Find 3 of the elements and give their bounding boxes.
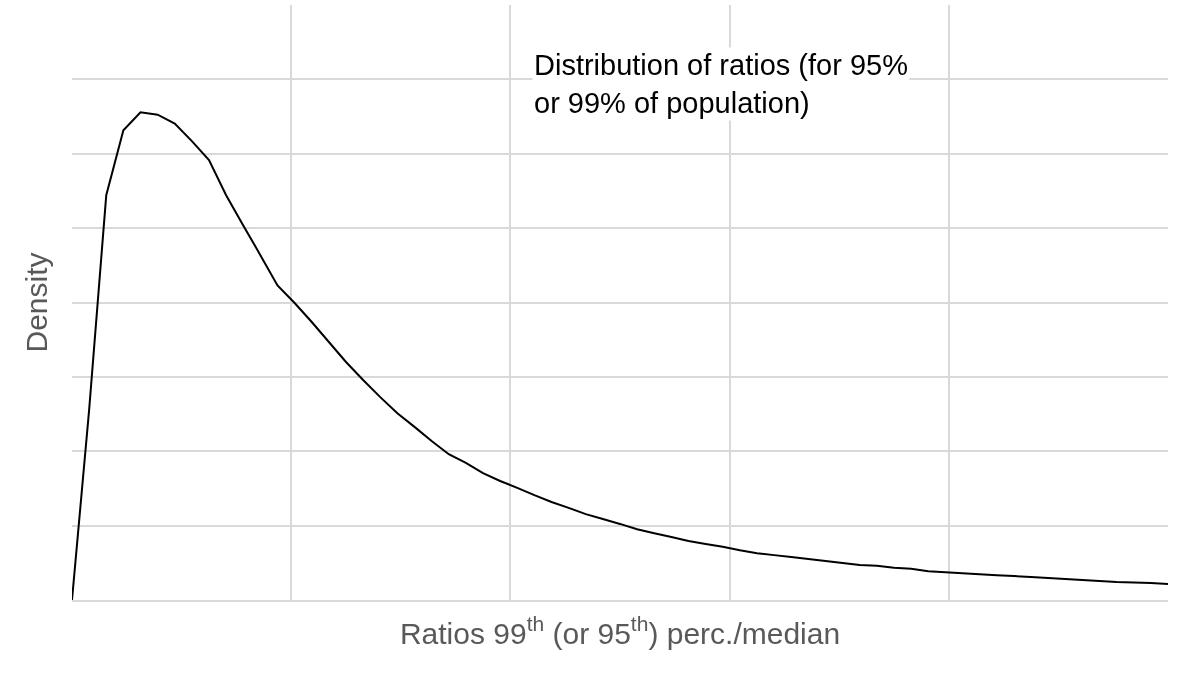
y-axis-title: Density bbox=[20, 252, 53, 353]
chart-title: Distribution of ratios (for 95% or 99% of population) bbox=[534, 49, 908, 119]
x-axis-title: Ratios 99$^{th}$ (or 95$^{th}$) perc./median bbox=[399, 612, 841, 650]
